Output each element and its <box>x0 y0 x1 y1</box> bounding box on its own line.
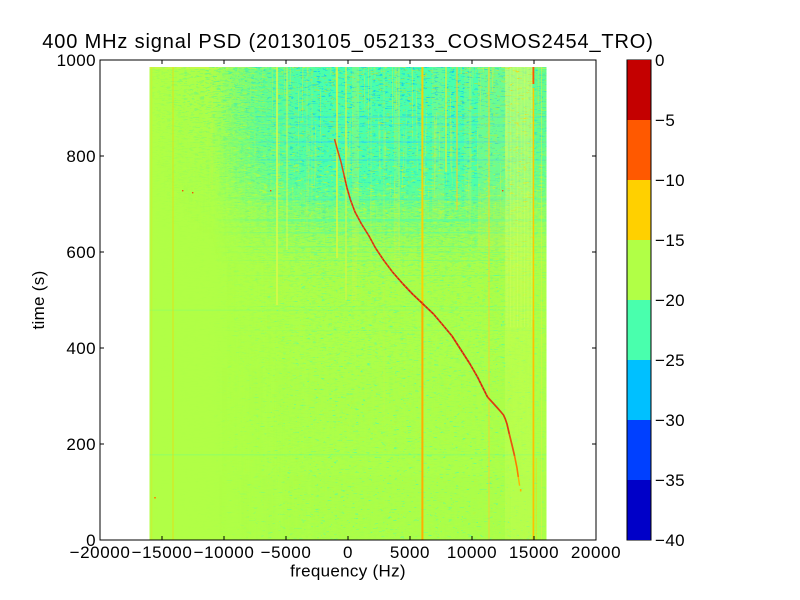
svg-text:−35: −35 <box>655 471 685 490</box>
svg-text:0: 0 <box>655 51 665 70</box>
svg-text:time (s): time (s) <box>29 270 48 329</box>
svg-text:−20: −20 <box>655 291 685 310</box>
svg-text:frequency (Hz): frequency (Hz) <box>290 562 406 581</box>
svg-text:−15000: −15000 <box>132 543 193 562</box>
svg-text:400: 400 <box>66 339 96 358</box>
svg-text:200: 200 <box>66 435 96 454</box>
svg-text:0: 0 <box>343 543 353 562</box>
svg-text:−10000: −10000 <box>194 543 255 562</box>
svg-text:5000: 5000 <box>390 543 430 562</box>
svg-text:−25: −25 <box>655 351 685 370</box>
svg-text:−10: −10 <box>655 171 685 190</box>
svg-text:15000: 15000 <box>509 543 559 562</box>
svg-text:1000: 1000 <box>57 51 96 70</box>
svg-text:−30: −30 <box>655 411 685 430</box>
svg-text:−5: −5 <box>655 111 675 130</box>
svg-text:800: 800 <box>66 147 96 166</box>
svg-text:−20000: −20000 <box>70 543 131 562</box>
svg-text:−15: −15 <box>655 231 685 250</box>
svg-text:10000: 10000 <box>447 543 497 562</box>
svg-text:600: 600 <box>66 243 96 262</box>
svg-text:−5000: −5000 <box>261 543 312 562</box>
svg-text:0: 0 <box>86 531 96 550</box>
svg-text:−40: −40 <box>655 531 685 550</box>
svg-text:20000: 20000 <box>571 543 621 562</box>
svg-text:400 MHz signal PSD (20130105_0: 400 MHz signal PSD (20130105_052133_COSM… <box>42 31 653 53</box>
